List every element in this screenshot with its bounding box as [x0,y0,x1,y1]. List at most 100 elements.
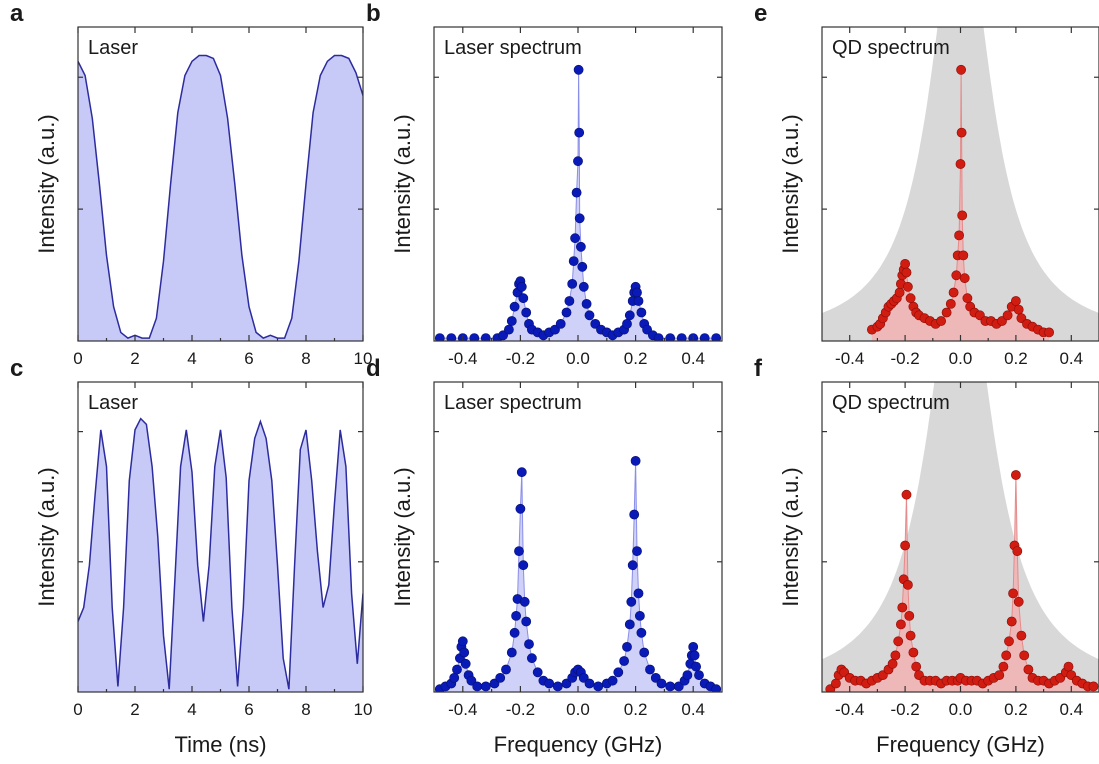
x-axis-label: Time (ns) [174,732,266,757]
panel-letter: f [754,355,763,382]
laser-intensity-area [78,55,363,341]
x-axis-label: Frequency (GHz) [876,732,1045,757]
spectrum-data-point [509,627,520,638]
x-tick-label: 6 [244,700,253,719]
spectrum-data-point [994,670,1005,680]
spectrum-data-point [694,670,704,680]
panel-title: QD spectrum [832,37,950,59]
spectrum-data-point [894,287,905,298]
x-tick-label: 10 [354,349,373,368]
spectrum-data-point [1011,470,1021,480]
x-tick-label: 0.0 [949,349,973,368]
panel-d: -0.4 -0.2 0.0 0.2 0.4 Laser spectrum d Intensit… [366,355,723,757]
plot-area [434,455,722,692]
spectrum-data-point [506,316,517,326]
spectrum-data-point [1016,630,1027,641]
spectrum-data-point [959,273,970,284]
spectrum-data-point [955,159,966,169]
spectrum-data-point [1023,664,1034,675]
x-tick-label: 0.0 [566,349,590,368]
spectrum-data-point [665,333,676,341]
spectrum-data-point [945,298,956,309]
x-tick-label: 10 [354,700,373,719]
spectrum-data-point [890,650,901,661]
spectrum-data-point [676,333,687,341]
panel-title: Laser [88,37,138,59]
spectrum-data-point [624,310,635,321]
x-tick-label: 0.0 [566,700,590,719]
spectrum-data-point [901,267,912,278]
spectrum-data-point [624,619,635,630]
spectrum-data-point [1013,304,1024,315]
y-axis-label: Intensity (a.u.) [778,114,803,253]
spectrum-data-point [630,455,641,466]
spectrum-data-point [519,596,530,607]
spectrum-data-point [452,664,462,675]
x-tick-label: -0.2 [890,349,919,368]
spectrum-data-point [613,667,624,678]
spectrum-data-point [1019,650,1030,661]
spectrum-data-point [574,127,585,138]
spectrum-data-point [691,661,701,672]
spectrum-data-point [626,596,637,607]
spectrum-data-point [1011,296,1021,306]
plot-area [434,64,722,341]
panel-letter: e [754,0,767,27]
spectrum-data-point [573,64,584,75]
spectrum-data-point [564,296,575,306]
spectrum-data-point [521,307,532,318]
spectrum-data-point [469,333,480,341]
spectrum-data-point [887,658,898,669]
spectrum-data-point [480,681,491,692]
x-tick-label: 0.0 [949,700,973,719]
spectrum-data-point [459,647,470,658]
x-axis-label: Frequency (GHz) [494,732,663,757]
spectrum-data-point [1044,327,1054,338]
spectrum-data-point [568,256,579,266]
panel-title: Laser spectrum [444,392,582,414]
spectrum-data-point [636,307,647,318]
spectrum-data-point [515,503,526,514]
panel-e: -0.4 -0.2 0.0 0.2 0.4 QD spectrum e Intensity (… [754,0,1099,368]
spectrum-data-point [904,611,915,621]
x-tick-label: -0.4 [448,349,477,368]
spectrum-fit-line [439,460,717,690]
spectrum-data-point [1063,661,1074,672]
spectrum-data-point [1088,681,1099,692]
spectrum-data-point [593,681,604,692]
spectrum-data-point [509,301,520,312]
panel-letter: b [366,0,381,27]
spectrum-data-point [956,127,967,138]
x-tick-label: 4 [187,349,196,368]
spectrum-data-point [573,156,583,167]
panel-letter: a [10,0,24,27]
spectrum-data-point [665,681,676,692]
spectrum-data-point [954,230,964,241]
y-axis-label: Intensity (a.u.) [34,467,59,606]
spectrum-data-point [544,678,555,689]
spectrum-data-point [682,670,693,680]
panel-title: QD spectrum [832,392,950,414]
spectrum-data-point [633,588,644,599]
spectrum-data-point [570,233,580,244]
plot-area [822,382,1099,692]
spectrum-data-point [627,560,638,571]
spectrum-data-point [584,310,595,321]
spectrum-data-point [472,681,483,692]
spectrum-data-point [998,661,1009,672]
spectrum-data-point [633,296,644,306]
x-tick-label: -0.4 [448,700,477,719]
x-tick-label: 0.2 [624,349,648,368]
spectrum-data-point [581,298,592,309]
spectrum-data-point [622,642,632,652]
spectrum-data-point [905,293,916,304]
spectrum-data-point [516,467,527,478]
y-axis-label: Intensity (a.u.) [778,467,803,606]
spectrum-data-point [1002,310,1013,321]
spectrum-data-point [567,278,578,289]
panel-f: -0.4 -0.2 0.0 0.2 0.4 QD spectrum f Intensity (… [754,355,1099,757]
spectrum-data-point [574,213,585,224]
panel-b: -0.4 -0.2 0.0 0.2 0.4 Laser spectrum b Intensit… [366,0,723,368]
spectrum-data-point [896,619,906,630]
spectrum-data-point [905,630,916,641]
